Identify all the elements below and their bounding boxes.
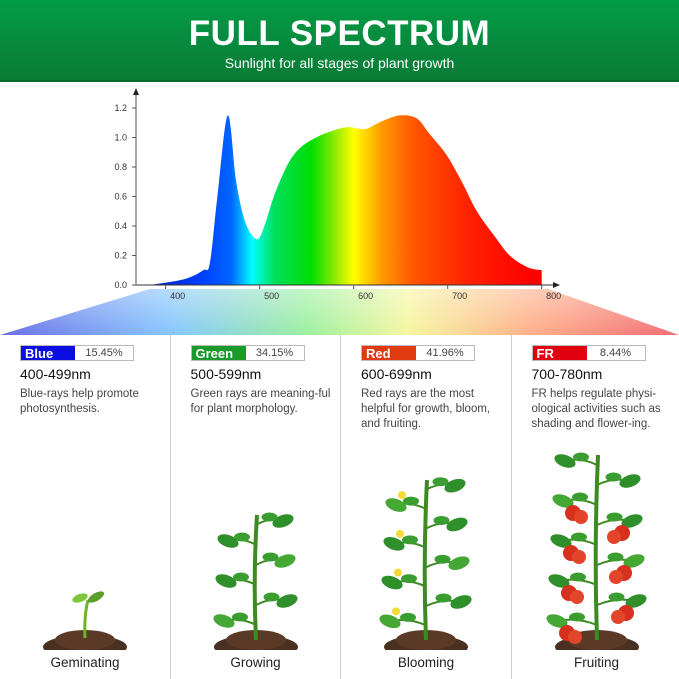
fruiting-plant-illustration	[545, 452, 647, 650]
band-name: Red	[362, 346, 416, 361]
band-badge: FR 8.44%	[531, 345, 646, 361]
band-percent: 34.15%	[245, 346, 304, 360]
band-description: Green rays are meaning-ful for plant mor…	[190, 388, 331, 415]
band-description: Red rays are the most helpful for growth…	[361, 388, 491, 430]
x-tick-label: 600	[358, 291, 373, 301]
stage-label: Blooming	[397, 655, 455, 670]
band-percent: 8.44%	[586, 346, 645, 360]
band-range: 700-780nm	[531, 366, 603, 382]
band-column-fr: FR 8.44% 700-780nm FR helps regulate phy…	[512, 335, 679, 679]
stage-label: Fruiting	[573, 655, 619, 670]
band-percent: 15.45%	[75, 346, 133, 360]
stage-label: Growing	[230, 655, 281, 670]
x-tick-label: 500	[264, 291, 279, 301]
band-name: FR	[532, 346, 587, 361]
column-divider	[511, 335, 512, 679]
spectrum-chart: 0.0 0.2 0.4 0.6 0.8 1.0 1.2 400 500 600 700 800	[0, 88, 679, 335]
y-tick-label: 0.0	[114, 280, 127, 290]
band-range: 600-699nm	[361, 366, 432, 382]
blooming-plant-illustration	[379, 477, 472, 650]
y-tick-label: 0.4	[114, 221, 127, 231]
band-badge: Blue 15.45%	[20, 345, 134, 361]
band-column-blue: Blue 15.45% 400-499nm Blue-rays help pro…	[0, 335, 170, 679]
band-column-red: Red 41.96% 600-699nm Red rays are the mo…	[341, 335, 511, 679]
header-banner: FULL SPECTRUM Sunlight for all stages of…	[0, 0, 679, 82]
y-tick-label: 0.6	[114, 192, 127, 202]
band-column-green: Green 34.15% 500-599nm Green rays are me…	[171, 335, 341, 679]
band-description: Blue-rays help promote photosynthesis.	[20, 388, 139, 415]
band-name: Blue	[21, 346, 75, 361]
y-axis-arrow-icon	[133, 88, 139, 95]
germinating-plant-illustration	[43, 591, 127, 650]
x-tick-label: 400	[170, 291, 185, 301]
growing-plant-illustration	[212, 512, 298, 650]
page-title: FULL SPECTRUM	[188, 14, 491, 53]
band-badge: Red 41.96%	[361, 345, 475, 361]
x-tick-label: 800	[546, 291, 561, 301]
band-badge: Green 34.15%	[190, 345, 305, 361]
y-tick-label: 0.2	[114, 251, 127, 261]
band-percent: 41.96%	[416, 346, 474, 360]
band-description: FR helps regulate physi-ological activit…	[531, 388, 661, 430]
y-tick-label: 1.2	[114, 103, 127, 113]
spectrum-area	[149, 115, 542, 285]
band-range: 500-599nm	[190, 366, 262, 382]
page-subtitle: Sunlight for all stages of plant growth	[224, 55, 455, 71]
band-name: Green	[191, 346, 246, 361]
x-axis-arrow-icon	[553, 282, 560, 288]
stage-label: Geminating	[50, 655, 120, 670]
spectrum-projection-highlight	[0, 289, 679, 335]
column-divider	[170, 335, 171, 679]
band-range: 400-499nm	[20, 366, 91, 382]
column-divider	[340, 335, 341, 679]
y-tick-label: 0.8	[114, 162, 127, 172]
y-tick-label: 1.0	[114, 133, 127, 143]
x-tick-label: 700	[452, 291, 467, 301]
